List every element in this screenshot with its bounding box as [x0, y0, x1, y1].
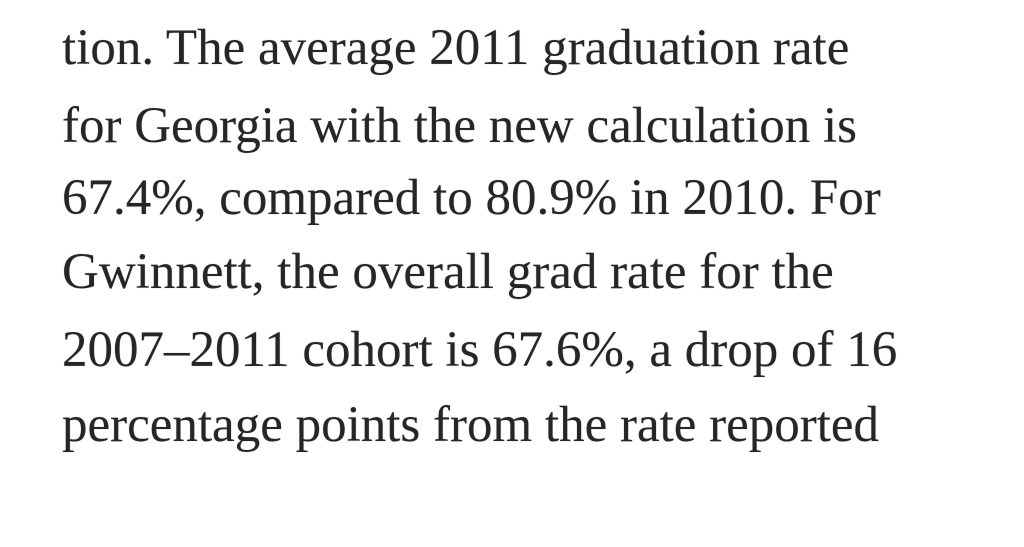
text-line: tion. The average 2011 graduation rate [62, 20, 850, 76]
text-line: 67.4%, compared to 80.9% in 2010. For [62, 170, 881, 226]
text-line: percentage points from the rate reported [62, 397, 880, 453]
text-line: for Georgia with the new calculation is [62, 98, 857, 154]
text-line: 2007–2011 cohort is 67.6%, a drop of 16 [62, 322, 898, 378]
text-line: Gwinnett, the overall grad rate for the [62, 244, 834, 300]
